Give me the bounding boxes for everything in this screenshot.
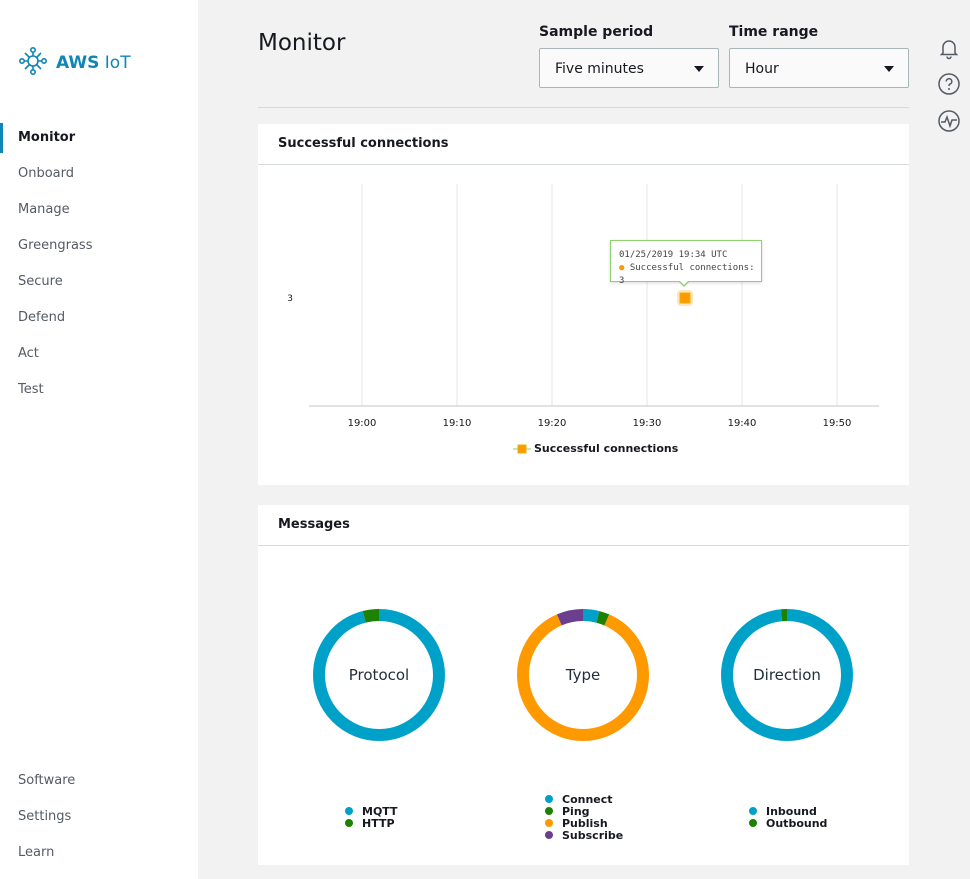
legend-label: Subscribe	[562, 828, 624, 842]
x-tick-label: 19:10	[443, 418, 472, 429]
legend-label: MQTT	[362, 804, 398, 818]
sidebar-item-manage[interactable]: Manage	[18, 202, 70, 217]
legend-item[interactable]: Ping	[545, 804, 623, 818]
donut-legend: MQTT HTTP	[345, 804, 398, 830]
legend-label: Inbound	[766, 804, 817, 818]
donut-legend: Connect Ping Publish Subscribe	[545, 792, 624, 842]
page-title: Monitor	[258, 30, 346, 56]
time-range-label: Time range	[729, 24, 819, 40]
header-divider	[258, 107, 909, 108]
legend-swatch	[749, 819, 757, 827]
sample-period-value: Five minutes	[555, 61, 644, 77]
donut-label: Type	[565, 666, 601, 684]
legend-item[interactable]: HTTP	[345, 816, 398, 830]
sidebar-item-test[interactable]: Test	[18, 382, 44, 397]
legend-marker-icon	[513, 444, 531, 453]
tooltip-value: 3	[619, 276, 625, 286]
sidebar-item-secure[interactable]: Secure	[18, 274, 63, 289]
donut-direction[interactable]: Direction	[717, 605, 857, 745]
legend-label: Ping	[562, 804, 590, 818]
legend-swatch	[345, 807, 353, 815]
time-range-value: Hour	[745, 61, 779, 77]
sidebar: AWS IoT Monitor Onboard Manage Greengrass Se…	[0, 0, 198, 879]
x-tick-label: 19:30	[633, 418, 662, 429]
legend-label: Publish	[562, 816, 608, 830]
y-tick-label: 3	[287, 294, 293, 304]
legend-label: Outbound	[766, 816, 828, 830]
successful-connections-panel: Successful connections 19:00 19:10 19:20 19…	[258, 124, 909, 485]
legend-item[interactable]: Publish	[545, 816, 623, 830]
brand-logo[interactable]: AWS IoT	[18, 46, 131, 80]
donut-segment[interactable]	[517, 609, 649, 741]
legend-swatch	[545, 795, 553, 803]
activity-icon[interactable]	[937, 109, 961, 133]
chart-legend[interactable]: Successful connections	[513, 442, 678, 455]
x-tick-label: 19:20	[538, 418, 567, 429]
legend-item[interactable]: Outbound	[749, 816, 828, 830]
x-tick-label: 19:00	[348, 418, 377, 429]
iot-logo-icon	[18, 46, 48, 80]
legend-swatch	[749, 807, 757, 815]
donut-segment[interactable]	[313, 609, 445, 741]
legend-swatch	[545, 819, 553, 827]
brand-name: AWS IoT	[56, 53, 131, 73]
legend-item[interactable]: MQTT	[345, 804, 398, 818]
chevron-down-icon	[884, 66, 894, 72]
connections-chart-svg: 19:00 19:10 19:20 19:30 19:40 19:50 3	[287, 184, 879, 429]
legend-item[interactable]: Subscribe	[545, 828, 624, 842]
legend-label: Connect	[562, 792, 613, 806]
donut-segment[interactable]	[721, 609, 853, 741]
legend-swatch	[345, 819, 353, 827]
sample-period-label: Sample period	[539, 24, 654, 40]
sidebar-item-software[interactable]: Software	[18, 773, 76, 788]
donut-label: Direction	[753, 666, 821, 684]
data-point[interactable]	[679, 292, 691, 304]
panel-title: Messages	[258, 505, 909, 546]
legend-label: HTTP	[362, 816, 395, 830]
donut-type[interactable]: Type	[513, 605, 653, 745]
legend-item[interactable]: Inbound	[749, 804, 827, 818]
x-tick-label: 19:50	[823, 418, 852, 429]
tooltip-arrow-inner	[679, 280, 689, 285]
sidebar-item-defend[interactable]: Defend	[18, 310, 66, 325]
messages-panel: Messages Protocol MQTT HTTP Type Connect Ping…	[258, 505, 909, 865]
donut-legend: Inbound Outbound	[749, 804, 828, 830]
donut-label: Protocol	[348, 666, 410, 684]
legend-item[interactable]: Connect	[545, 792, 623, 806]
tooltip-series: Successful connections	[629, 263, 750, 273]
sidebar-item-learn[interactable]: Learn	[18, 845, 55, 860]
sample-period-select[interactable]: Five minutes	[539, 48, 719, 88]
sidebar-item-act[interactable]: Act	[18, 346, 39, 361]
sidebar-nav: Monitor Onboard Manage Greengrass Secure Defe…	[0, 120, 198, 408]
sidebar-nav-bottom: Software Settings Learn	[0, 763, 198, 871]
sidebar-item-greengrass[interactable]: Greengrass	[18, 238, 93, 253]
chevron-down-icon	[694, 66, 704, 72]
legend-swatch	[545, 807, 553, 815]
donut-protocol[interactable]: Protocol	[309, 605, 449, 745]
panel-title: Successful connections	[258, 124, 909, 165]
tooltip-value-row: ● Successful connections: 3	[619, 263, 755, 286]
tooltip-timestamp: 01/25/2019 19:34 UTC	[619, 250, 728, 260]
sidebar-item-settings[interactable]: Settings	[18, 809, 72, 824]
x-tick-label: 19:40	[728, 418, 757, 429]
donut-segment[interactable]	[517, 609, 649, 741]
chart-tooltip: 01/25/2019 19:34 UTC ● Successful connec…	[610, 240, 762, 286]
sidebar-item-onboard[interactable]: Onboard	[18, 166, 75, 181]
connections-chart: 19:00 19:10 19:20 19:30 19:40 19:50 3	[258, 165, 909, 489]
help-icon[interactable]	[937, 72, 961, 96]
time-range-select[interactable]: Hour	[729, 48, 909, 88]
sidebar-item-monitor[interactable]: Monitor	[0, 120, 198, 156]
legend-swatch	[545, 831, 553, 839]
legend-label: Successful connections	[534, 442, 679, 455]
bell-icon[interactable]	[937, 36, 961, 60]
